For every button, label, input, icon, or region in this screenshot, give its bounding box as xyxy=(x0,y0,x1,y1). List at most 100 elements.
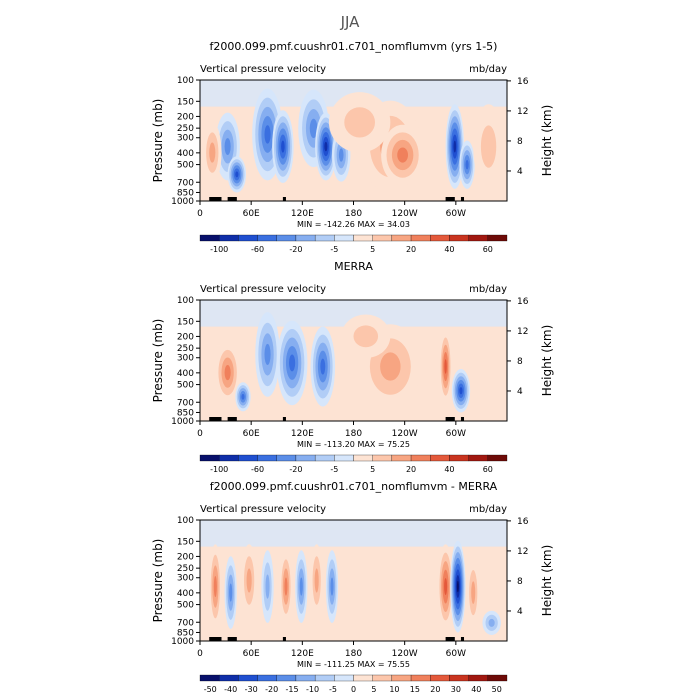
topography xyxy=(445,637,455,641)
y-tick-label: 200 xyxy=(177,552,194,562)
y2-tick-label: 8 xyxy=(517,137,523,147)
colorbar-label: 40 xyxy=(444,465,454,474)
contour-blob xyxy=(444,359,447,374)
topography xyxy=(209,197,222,201)
x-tick-label: 60W xyxy=(446,429,466,439)
colorbar-swatch xyxy=(372,234,393,242)
stats-label: MIN = -111.25 MAX = 75.55 xyxy=(297,660,410,669)
y2-tick-label: 16 xyxy=(517,517,529,527)
x-tick-label: 120E xyxy=(291,429,314,439)
y-axis-label: Pressure (mb) xyxy=(151,539,165,623)
plot-area xyxy=(200,520,507,641)
y-tick-label: 850 xyxy=(177,408,194,418)
colorbar-label: 5 xyxy=(370,245,375,254)
x-tick-label: 60W xyxy=(446,649,466,659)
x-tick-label: 120W xyxy=(392,209,418,219)
colorbar-swatch xyxy=(449,674,469,682)
y-tick-label: 150 xyxy=(177,317,194,327)
contour-blob xyxy=(314,568,319,593)
x-tick-label: 180 xyxy=(345,649,362,659)
y-tick-label: 700 xyxy=(177,178,194,188)
x-tick-label: 180 xyxy=(345,209,362,219)
y2-tick-label: 8 xyxy=(517,577,523,587)
x-tick-label: 60W xyxy=(446,209,466,219)
colorbar-label: 60 xyxy=(483,465,493,474)
colorbar-swatch xyxy=(295,674,316,682)
y-tick-label: 1000 xyxy=(171,197,194,207)
colorbar-label: -100 xyxy=(210,245,228,254)
colorbar-label: 15 xyxy=(410,685,420,694)
colorbar-label: 30 xyxy=(451,685,461,694)
colorbar-swatch xyxy=(410,454,431,462)
plot-area xyxy=(200,80,507,201)
x-tick-label: 0 xyxy=(197,649,203,659)
y-tick-label: 150 xyxy=(177,97,194,107)
colorbar-swatch xyxy=(276,454,297,462)
contour-blob xyxy=(289,354,296,372)
colorbar-swatch xyxy=(199,454,220,462)
x-tick-label: 120E xyxy=(291,649,314,659)
contour-blob xyxy=(241,393,245,400)
colorbar-swatch xyxy=(372,454,393,462)
colorbar-swatch xyxy=(410,674,431,682)
topography xyxy=(227,637,237,641)
colorbar-swatch xyxy=(276,234,297,242)
panel-left-label: Vertical pressure velocity xyxy=(200,64,326,75)
colorbar-swatch xyxy=(314,674,335,682)
y-tick-label: 150 xyxy=(177,537,194,547)
y-tick-label: 850 xyxy=(177,628,194,638)
contour-blob xyxy=(209,142,216,163)
colorbar-swatch xyxy=(199,674,220,682)
colorbar-label: 60 xyxy=(483,245,493,254)
topography xyxy=(460,637,465,641)
contour-blob xyxy=(465,159,469,170)
panel-title: f2000.099.pmf.cuushr01.c701_nomflumvm - … xyxy=(210,480,498,493)
colorbar-label: -10 xyxy=(306,685,319,694)
colorbar-swatch xyxy=(487,234,508,242)
y2-tick-label: 16 xyxy=(517,297,529,307)
y-axis-label: Pressure (mb) xyxy=(151,99,165,183)
colorbar-label: -15 xyxy=(286,685,299,694)
colorbar-swatch xyxy=(353,674,373,682)
colorbar-label: -40 xyxy=(224,685,237,694)
y-tick-label: 1000 xyxy=(171,637,194,647)
y-tick-label: 500 xyxy=(177,601,194,611)
topography xyxy=(282,197,286,201)
y-tick-label: 400 xyxy=(177,149,194,159)
colorbar-swatch xyxy=(353,234,373,242)
y-tick-label: 250 xyxy=(177,124,194,134)
colorbar-label: -5 xyxy=(330,465,338,474)
topography xyxy=(227,417,237,421)
colorbar-swatch xyxy=(257,674,277,682)
colorbar-swatch xyxy=(334,454,354,462)
colorbar-label: -30 xyxy=(245,685,258,694)
colorbar-label: -5 xyxy=(329,685,337,694)
y-tick-label: 300 xyxy=(177,134,194,144)
colorbar-swatch xyxy=(257,234,277,242)
contour-blob xyxy=(480,125,497,168)
contour-blob xyxy=(453,140,457,153)
y-tick-label: 300 xyxy=(177,574,194,584)
y-axis-label: Pressure (mb) xyxy=(151,319,165,403)
y-tick-label: 850 xyxy=(177,188,194,198)
contour-blob xyxy=(224,138,231,156)
x-tick-label: 0 xyxy=(197,429,203,439)
colorbar-label: -100 xyxy=(210,465,228,474)
plot-area xyxy=(200,300,507,421)
y2-axis-label: Height (km) xyxy=(540,325,554,396)
y-tick-label: 500 xyxy=(177,161,194,171)
y2-tick-label: 12 xyxy=(517,107,528,117)
y2-axis-label: Height (km) xyxy=(540,105,554,176)
contour-blob xyxy=(224,365,231,381)
contour-blob xyxy=(459,387,463,395)
colorbar-swatch xyxy=(295,454,316,462)
colorbar-label: -60 xyxy=(251,465,264,474)
colorbar-swatch xyxy=(257,454,277,462)
panels: f2000.099.pmf.cuushr01.c701_nomflumvm (y… xyxy=(151,40,554,694)
contour-blob xyxy=(213,575,217,598)
x-tick-label: 120W xyxy=(392,429,418,439)
x-tick-label: 120E xyxy=(291,209,314,219)
colorbar-swatch xyxy=(314,454,335,462)
y-tick-label: 700 xyxy=(177,618,194,628)
panel-right-label: mb/day xyxy=(469,504,507,515)
